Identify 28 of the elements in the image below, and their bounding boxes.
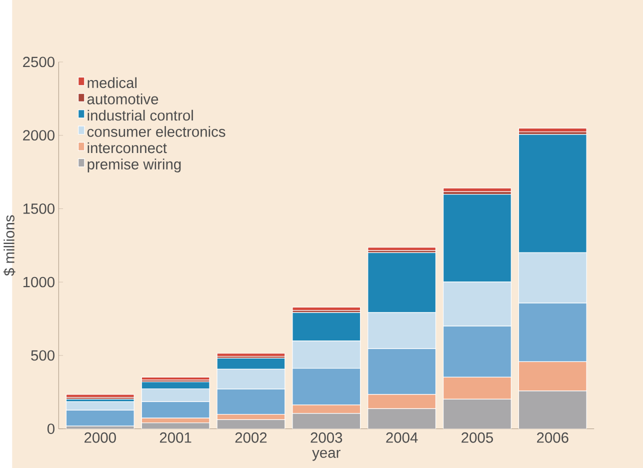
y-axis-title: $ millions (3, 215, 16, 276)
y-tick-label: 1500 (23, 203, 54, 214)
bar (442, 188, 512, 192)
bar (442, 398, 512, 429)
y-tick-label: 2500 (23, 56, 54, 68)
x-tick-label: 2000 (84, 432, 116, 443)
y-tick-label: 1000 (23, 276, 54, 288)
bar (368, 408, 436, 429)
legend-label: consumer electronics (87, 126, 226, 137)
x-tick-label: 2005 (462, 432, 493, 443)
y-tick-label: 500 (31, 350, 54, 361)
bar (292, 413, 361, 429)
x-tick-label: 2003 (310, 432, 342, 443)
legend-label: interconnect (88, 142, 167, 154)
x-axis-title: year (312, 450, 340, 461)
bar (142, 422, 210, 429)
bar (217, 420, 285, 429)
x-tick-label: 2004 (386, 432, 418, 443)
y-tick-label: 0 (47, 424, 54, 434)
legend-label: medical (88, 77, 137, 88)
bar (518, 390, 587, 429)
legend-label: premise wiring (88, 158, 181, 172)
legend-label: automotive (87, 94, 158, 104)
x-tick-label: 2001 (160, 432, 192, 443)
x-tick-label: 2006 (537, 432, 568, 443)
y-tick-label: 2000 (23, 130, 54, 141)
legend-label: industrial control (88, 110, 193, 121)
x-tick-label: 2002 (235, 432, 267, 443)
